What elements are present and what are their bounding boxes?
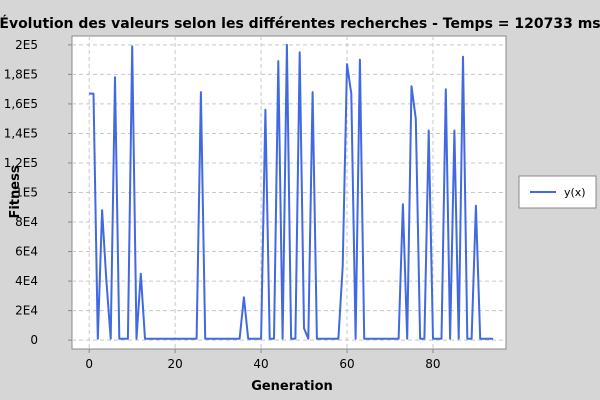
x-tick-labels: 0 20 40 60 80 [85, 357, 440, 371]
series-line-y-x- [89, 43, 494, 340]
y-tick-label: 0 [30, 333, 38, 347]
x-tick-label: 60 [339, 357, 354, 371]
y-tick-label: 4E4 [15, 274, 38, 288]
y-axis-label: Fitness [8, 165, 23, 218]
y-tick-label: 1,8E5 [4, 67, 38, 81]
legend-label-y-x: y(x) [564, 186, 586, 199]
y-tick-label: 1,4E5 [4, 126, 38, 140]
y-tick-label: 2E4 [15, 304, 38, 318]
x-axis-label: Generation [251, 379, 333, 394]
y-tick-label: 6E4 [15, 245, 38, 259]
y-tick-labels: 0 2E4 4E4 6E4 8E4 1E5 1,2E5 1,4E5 1,6E5 1,8E5 2E5 [4, 38, 38, 347]
y-tick-label: 2E5 [15, 38, 38, 52]
legend: y(x) [518, 175, 597, 209]
y-tick-label: 1,6E5 [4, 97, 38, 111]
y-tick-label: 1E5 [15, 186, 38, 200]
series-layer [89, 43, 494, 340]
y-tick-label: 8E4 [15, 215, 38, 229]
y-tick-label: 1,2E5 [4, 156, 38, 170]
x-tick-label: 0 [85, 357, 93, 371]
chart-title: Évolution des valeurs selon les différen… [0, 15, 600, 32]
x-tick-label: 40 [253, 357, 268, 371]
x-tick-label: 20 [167, 357, 182, 371]
x-tick-label: 80 [425, 357, 440, 371]
